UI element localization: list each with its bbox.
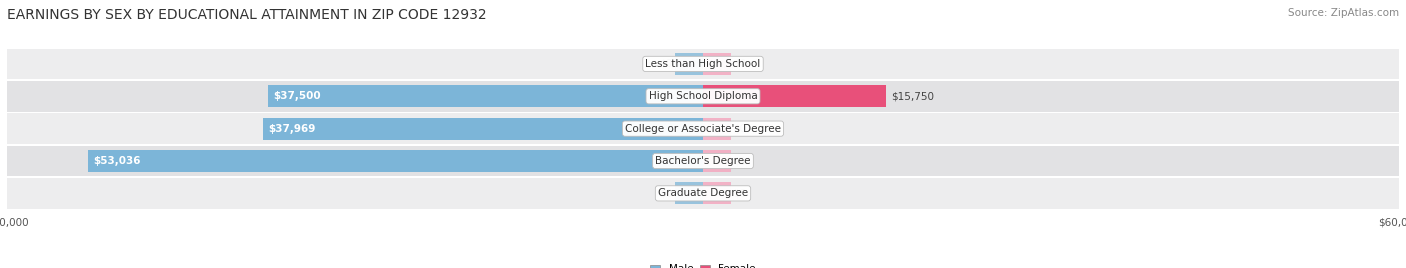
Bar xyxy=(675,182,703,204)
Text: Less than High School: Less than High School xyxy=(645,59,761,69)
Text: $53,036: $53,036 xyxy=(93,156,141,166)
Text: $0: $0 xyxy=(734,188,747,198)
Text: EARNINGS BY SEX BY EDUCATIONAL ATTAINMENT IN ZIP CODE 12932: EARNINGS BY SEX BY EDUCATIONAL ATTAINMEN… xyxy=(7,8,486,22)
Bar xyxy=(703,85,886,107)
Text: $0: $0 xyxy=(659,59,672,69)
Bar xyxy=(7,146,1399,176)
Text: $15,750: $15,750 xyxy=(891,91,934,101)
Bar xyxy=(703,53,731,75)
Bar xyxy=(703,150,731,172)
Bar xyxy=(269,85,703,107)
Legend: Male, Female: Male, Female xyxy=(650,264,756,268)
Bar xyxy=(675,53,703,75)
Text: $37,500: $37,500 xyxy=(274,91,321,101)
Text: Source: ZipAtlas.com: Source: ZipAtlas.com xyxy=(1288,8,1399,18)
Text: $0: $0 xyxy=(734,124,747,134)
Bar xyxy=(263,118,703,140)
Text: $0: $0 xyxy=(659,188,672,198)
Bar xyxy=(7,49,1399,79)
Bar xyxy=(7,113,1399,144)
Bar xyxy=(7,178,1399,209)
Bar xyxy=(87,150,703,172)
Bar xyxy=(703,118,731,140)
Text: $37,969: $37,969 xyxy=(269,124,315,134)
Text: High School Diploma: High School Diploma xyxy=(648,91,758,101)
Text: Bachelor's Degree: Bachelor's Degree xyxy=(655,156,751,166)
Text: Graduate Degree: Graduate Degree xyxy=(658,188,748,198)
Bar xyxy=(7,81,1399,112)
Text: College or Associate's Degree: College or Associate's Degree xyxy=(626,124,780,134)
Bar xyxy=(703,182,731,204)
Text: $0: $0 xyxy=(734,156,747,166)
Text: $0: $0 xyxy=(734,59,747,69)
